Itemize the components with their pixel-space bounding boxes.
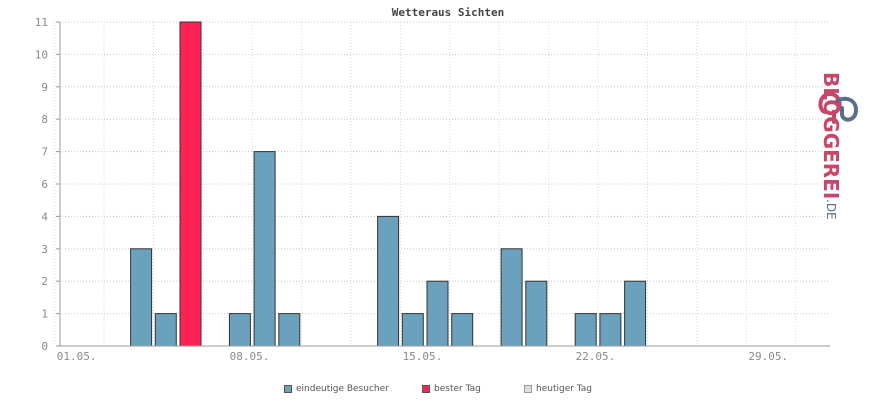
legend-swatch-visitors <box>284 385 292 393</box>
y-tick-label: 0 <box>41 340 48 353</box>
bar <box>130 248 153 347</box>
legend-label-visitors: eindeutige Besucher <box>296 384 389 394</box>
bar <box>426 280 449 347</box>
x-tick-label: 22.05. <box>575 350 615 363</box>
y-tick-label: 9 <box>41 81 48 94</box>
x-axis-tick-labels: 01.05. 08.05. 15.05. 22.05. 29.05. <box>57 350 788 363</box>
bar <box>228 313 251 347</box>
brand-suffix: .DE <box>824 199 838 220</box>
bar <box>500 248 523 347</box>
x-tick-label: 29.05. <box>748 350 788 363</box>
y-tick-label: 8 <box>41 113 48 126</box>
legend-item-best-day: bester Tag <box>422 384 481 394</box>
chart-title: Wetteraus Sichten <box>392 6 505 19</box>
x-tick-label: 08.05. <box>230 350 270 363</box>
brand-name: BLOGGEREI <box>819 72 843 200</box>
bar <box>624 280 647 347</box>
bar <box>253 151 276 347</box>
y-tick-label: 6 <box>41 178 48 191</box>
bar <box>401 313 424 347</box>
x-tick-label: 15.05. <box>403 350 443 363</box>
y-tick-label: 1 <box>41 308 48 321</box>
bar <box>179 21 202 347</box>
bar <box>377 215 400 347</box>
bar <box>574 313 597 347</box>
legend-item-today: heutiger Tag <box>524 384 592 394</box>
bloggerei-logo-icon <box>818 91 859 124</box>
bar <box>154 313 177 347</box>
legend-label-today: heutiger Tag <box>536 384 593 394</box>
y-tick-label: 3 <box>41 243 48 256</box>
legend-label-best-day: bester Tag <box>434 384 481 394</box>
y-tick-label: 10 <box>35 48 48 61</box>
y-tick-label: 4 <box>41 210 48 223</box>
bloggerei-wordmark: BLOGGEREI .DE <box>819 72 843 220</box>
legend-swatch-today <box>524 385 532 393</box>
y-axis-tick-labels: 0 1 2 3 4 6 7 8 9 10 11 <box>35 16 49 353</box>
y-tick-label: 7 <box>41 146 48 159</box>
x-tick-label: 01.05. <box>57 350 97 363</box>
bar <box>599 313 622 347</box>
legend-item-visitors: eindeutige Besucher <box>284 384 389 394</box>
y-tick-label: 11 <box>35 16 48 29</box>
legend: eindeutige Besucher bester Tag heutiger … <box>0 384 870 398</box>
bars <box>130 21 647 347</box>
y-tick-label: 2 <box>41 275 48 288</box>
bar <box>451 313 474 347</box>
bar <box>278 313 301 347</box>
legend-swatch-best-day <box>422 385 430 393</box>
axes <box>56 21 830 347</box>
bar <box>525 280 548 347</box>
